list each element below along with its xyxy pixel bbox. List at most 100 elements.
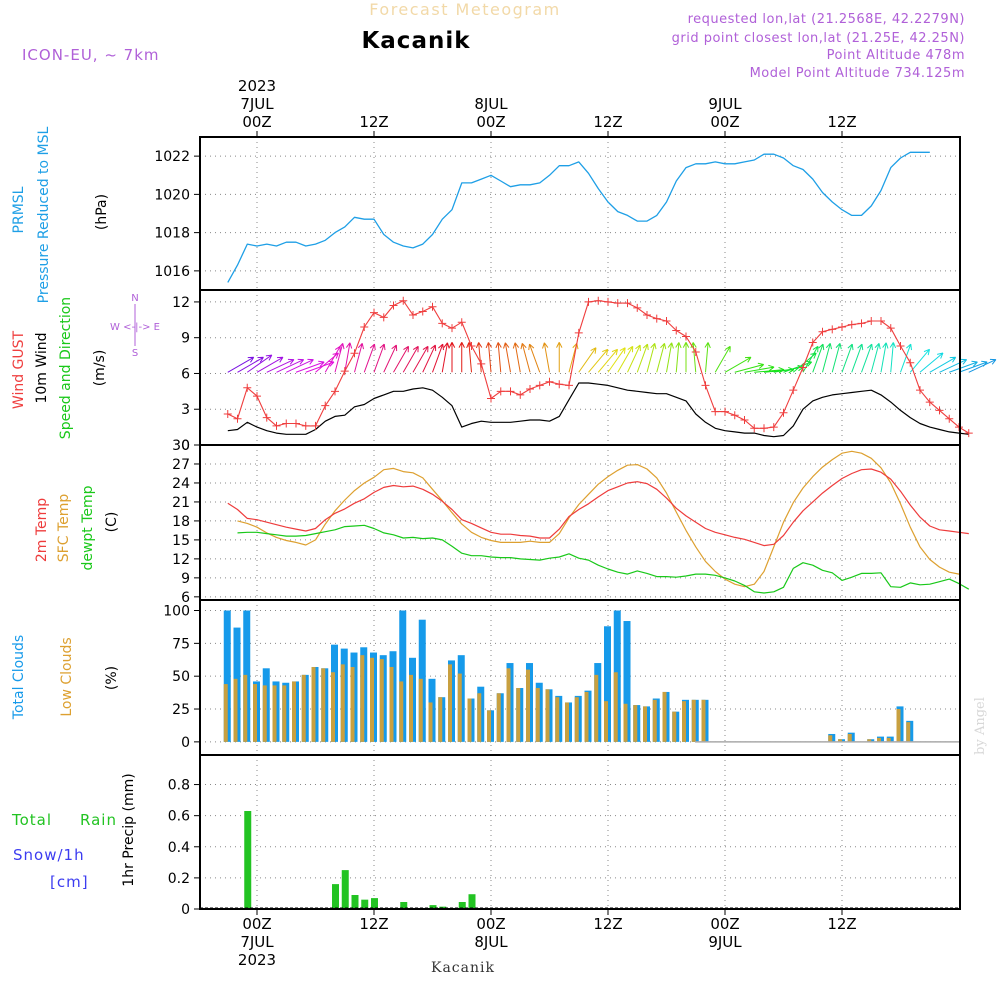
wind-arrow-shaft bbox=[393, 345, 409, 373]
wind-arrow bbox=[929, 356, 957, 373]
wind-arrow bbox=[682, 342, 690, 373]
wind-arrow bbox=[588, 348, 609, 373]
wind-arrow bbox=[227, 356, 255, 373]
rain-label: Rain bbox=[80, 811, 117, 829]
low-cloud-bar bbox=[594, 674, 599, 742]
low-cloud-bar bbox=[389, 666, 394, 742]
wind-arrow-shaft bbox=[528, 343, 541, 373]
low-cloud-bar bbox=[428, 702, 433, 742]
gust-point bbox=[545, 377, 554, 386]
wind-arrow-shaft bbox=[627, 344, 641, 373]
wind-arrow-shaft bbox=[422, 344, 437, 373]
low-cloud-bar bbox=[321, 668, 326, 742]
y-tick-label: 9 bbox=[181, 571, 190, 587]
wind-arrow-shaft bbox=[458, 342, 465, 373]
rain-bar bbox=[361, 899, 369, 909]
low-cloud-bar bbox=[233, 678, 238, 742]
requested-coords: requested lon,lat (21.2568E, 42.2279N) bbox=[688, 12, 965, 27]
rain-bar bbox=[351, 895, 359, 909]
wind-arrow-shaft bbox=[256, 356, 284, 373]
y-tick-label: 1020 bbox=[154, 187, 190, 203]
wind-arrow bbox=[266, 358, 295, 373]
gust-point bbox=[867, 317, 876, 325]
bottom-time-label: 9JUL bbox=[708, 933, 742, 951]
wind-arrow bbox=[334, 342, 345, 373]
wind-arrow bbox=[909, 348, 931, 373]
bottom-time-label: 00Z bbox=[476, 915, 505, 933]
gust-point bbox=[496, 387, 505, 396]
low-cloud-bar bbox=[867, 739, 872, 742]
low-cloud-bar bbox=[555, 697, 560, 742]
wind-arrow-shaft bbox=[929, 356, 957, 373]
top-time-label: 12Z bbox=[359, 113, 388, 131]
wind-arrow-shaft bbox=[237, 356, 264, 373]
y-tick-label: 9 bbox=[181, 331, 190, 347]
gust-point bbox=[935, 406, 944, 415]
y-tick-label: 1016 bbox=[154, 264, 190, 280]
wind-arrow-shaft bbox=[402, 345, 419, 373]
low-cloud-bar bbox=[526, 669, 530, 742]
gust-point bbox=[506, 387, 515, 396]
low-cloud-bar bbox=[828, 735, 833, 742]
wind-arrow bbox=[256, 356, 284, 373]
rain-bar bbox=[332, 884, 339, 909]
y-tick-label: 12 bbox=[172, 552, 190, 568]
y-tick-label: 1022 bbox=[154, 149, 190, 165]
gust-point bbox=[487, 394, 495, 403]
pressure-panel-label: PRMSL Pressure Reduced to MSL (hPa) bbox=[11, 126, 110, 303]
wind-arrow bbox=[503, 342, 511, 373]
wind-arrow bbox=[656, 342, 667, 373]
bottom-time-label: 12Z bbox=[827, 915, 856, 933]
wind-arrow bbox=[432, 343, 444, 373]
gust-point bbox=[925, 398, 934, 407]
bottom-time-label: 00Z bbox=[710, 915, 739, 933]
low-cloud-bar bbox=[565, 702, 569, 742]
wind-arrow bbox=[485, 342, 492, 373]
pressure-unit-label: (hPa) bbox=[94, 194, 110, 230]
tsfc-label: SFC Temp bbox=[56, 494, 72, 563]
gust-point bbox=[565, 381, 573, 390]
y-tick-label: 25 bbox=[172, 702, 190, 718]
gust-point bbox=[409, 311, 417, 320]
low-cloud-bar bbox=[672, 711, 677, 742]
y-tick-label: 0 bbox=[181, 438, 190, 454]
wind-arrow bbox=[841, 343, 854, 373]
gust-point bbox=[457, 318, 466, 327]
model-name: ICON-EU, ~ 7km bbox=[22, 46, 160, 64]
y-tick-label: 30 bbox=[172, 438, 190, 454]
low-cloud-bar bbox=[438, 697, 443, 742]
gust-point bbox=[730, 411, 739, 420]
wind-arrow-shaft bbox=[286, 358, 314, 373]
gust-point bbox=[633, 303, 642, 312]
gust-point bbox=[691, 348, 700, 356]
low-cloud-bar bbox=[545, 689, 550, 742]
low-cloud-bar bbox=[701, 699, 706, 742]
wind-arrow bbox=[949, 360, 978, 373]
gust-point bbox=[818, 327, 827, 336]
wind-arrow-shaft bbox=[822, 342, 833, 373]
wind-arrow bbox=[246, 354, 273, 373]
gust-point bbox=[604, 297, 612, 306]
bottom-time-label: 2023 bbox=[238, 951, 276, 969]
rain-bar bbox=[458, 902, 466, 909]
wind-arrow bbox=[520, 342, 531, 373]
gust-point bbox=[613, 299, 622, 308]
low-cloud-bar bbox=[838, 739, 842, 742]
gust-point bbox=[526, 384, 534, 393]
wind-arrow bbox=[919, 352, 944, 373]
grid: 1016101810201022036912691215182124273002… bbox=[154, 137, 960, 918]
low-cloud-bar bbox=[633, 705, 638, 742]
gust-point bbox=[331, 387, 339, 396]
snow-unit-label: [cm] bbox=[50, 873, 89, 891]
low-cloud-bar bbox=[496, 693, 501, 742]
low-cloud-bar bbox=[253, 684, 257, 742]
wind-arrow-shaft bbox=[503, 342, 511, 373]
wind-arrow bbox=[783, 360, 813, 373]
gust-point bbox=[916, 386, 924, 395]
wind-arrow bbox=[870, 342, 881, 373]
low-cloud-bar bbox=[604, 701, 608, 742]
gust-point bbox=[799, 363, 807, 372]
panel-frame bbox=[199, 444, 961, 601]
wind-arrow-shaft bbox=[724, 356, 752, 373]
low-cloud-bar bbox=[877, 737, 881, 742]
